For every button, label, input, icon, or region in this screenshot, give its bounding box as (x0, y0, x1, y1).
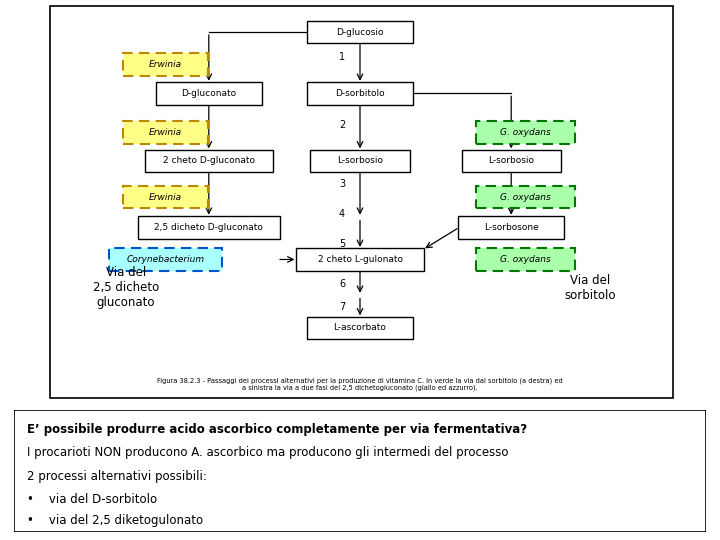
Text: Erwinia: Erwinia (149, 129, 182, 137)
FancyBboxPatch shape (310, 150, 410, 172)
FancyBboxPatch shape (156, 82, 262, 105)
FancyBboxPatch shape (123, 186, 208, 208)
FancyBboxPatch shape (476, 122, 575, 144)
FancyBboxPatch shape (138, 216, 280, 239)
Text: 2: 2 (339, 120, 345, 130)
FancyBboxPatch shape (145, 150, 273, 172)
Text: G. oxydans: G. oxydans (500, 129, 551, 137)
Text: L-ascorbato: L-ascorbato (333, 323, 387, 333)
FancyBboxPatch shape (50, 6, 673, 399)
Text: G. oxydans: G. oxydans (500, 255, 551, 264)
FancyBboxPatch shape (123, 122, 208, 144)
Text: Corynebacterium: Corynebacterium (127, 255, 204, 264)
FancyBboxPatch shape (462, 150, 561, 172)
Text: •    via del 2,5 diketogulonato: • via del 2,5 diketogulonato (27, 515, 203, 528)
Text: Via del
2,5 dicheto
gluconato: Via del 2,5 dicheto gluconato (93, 266, 159, 309)
Text: D-gluconato: D-gluconato (181, 89, 236, 98)
Text: 2 cheto D-gluconato: 2 cheto D-gluconato (163, 157, 255, 165)
Text: 2 processi alternativi possibili:: 2 processi alternativi possibili: (27, 469, 207, 483)
Text: Erwinia: Erwinia (149, 60, 182, 69)
FancyBboxPatch shape (109, 248, 222, 271)
FancyBboxPatch shape (296, 248, 424, 271)
Text: •    via del D-sorbitolo: • via del D-sorbitolo (27, 492, 157, 505)
Text: Erwinia: Erwinia (149, 193, 182, 201)
Text: 3: 3 (339, 179, 345, 189)
Text: 5: 5 (339, 239, 345, 249)
Text: D-sorbitolo: D-sorbitolo (336, 89, 384, 98)
FancyBboxPatch shape (307, 316, 413, 339)
FancyBboxPatch shape (458, 216, 564, 239)
Text: 1: 1 (339, 52, 345, 62)
FancyBboxPatch shape (307, 82, 413, 105)
Text: L-sorbosio: L-sorbosio (337, 157, 383, 165)
Text: D-glucosio: D-glucosio (336, 28, 384, 37)
Text: 7: 7 (339, 302, 345, 312)
FancyBboxPatch shape (476, 186, 575, 208)
Text: 6: 6 (339, 279, 345, 289)
FancyBboxPatch shape (123, 53, 208, 76)
FancyBboxPatch shape (14, 410, 706, 532)
Text: I procarioti NON producono A. ascorbico ma producono gli intermedi del processo: I procarioti NON producono A. ascorbico … (27, 447, 508, 460)
Text: G. oxydans: G. oxydans (500, 193, 551, 201)
Text: Via del
sorbitolo: Via del sorbitolo (564, 274, 616, 302)
Text: Figura 38.2.3 - Passaggi dei processi alternativi per la produzione di vitamina : Figura 38.2.3 - Passaggi dei processi al… (157, 377, 563, 391)
Text: 2,5 dicheto D-gluconato: 2,5 dicheto D-gluconato (154, 223, 264, 232)
FancyBboxPatch shape (307, 21, 413, 43)
Text: L-sorbosone: L-sorbosone (484, 223, 539, 232)
Text: 2 cheto L-gulonato: 2 cheto L-gulonato (318, 255, 402, 264)
Text: 4: 4 (339, 209, 345, 219)
FancyBboxPatch shape (476, 248, 575, 271)
Text: E’ possibile produrre acido ascorbico completamente per via fermentativa?: E’ possibile produrre acido ascorbico co… (27, 423, 527, 436)
Text: L-sorbosio: L-sorbosio (488, 157, 534, 165)
